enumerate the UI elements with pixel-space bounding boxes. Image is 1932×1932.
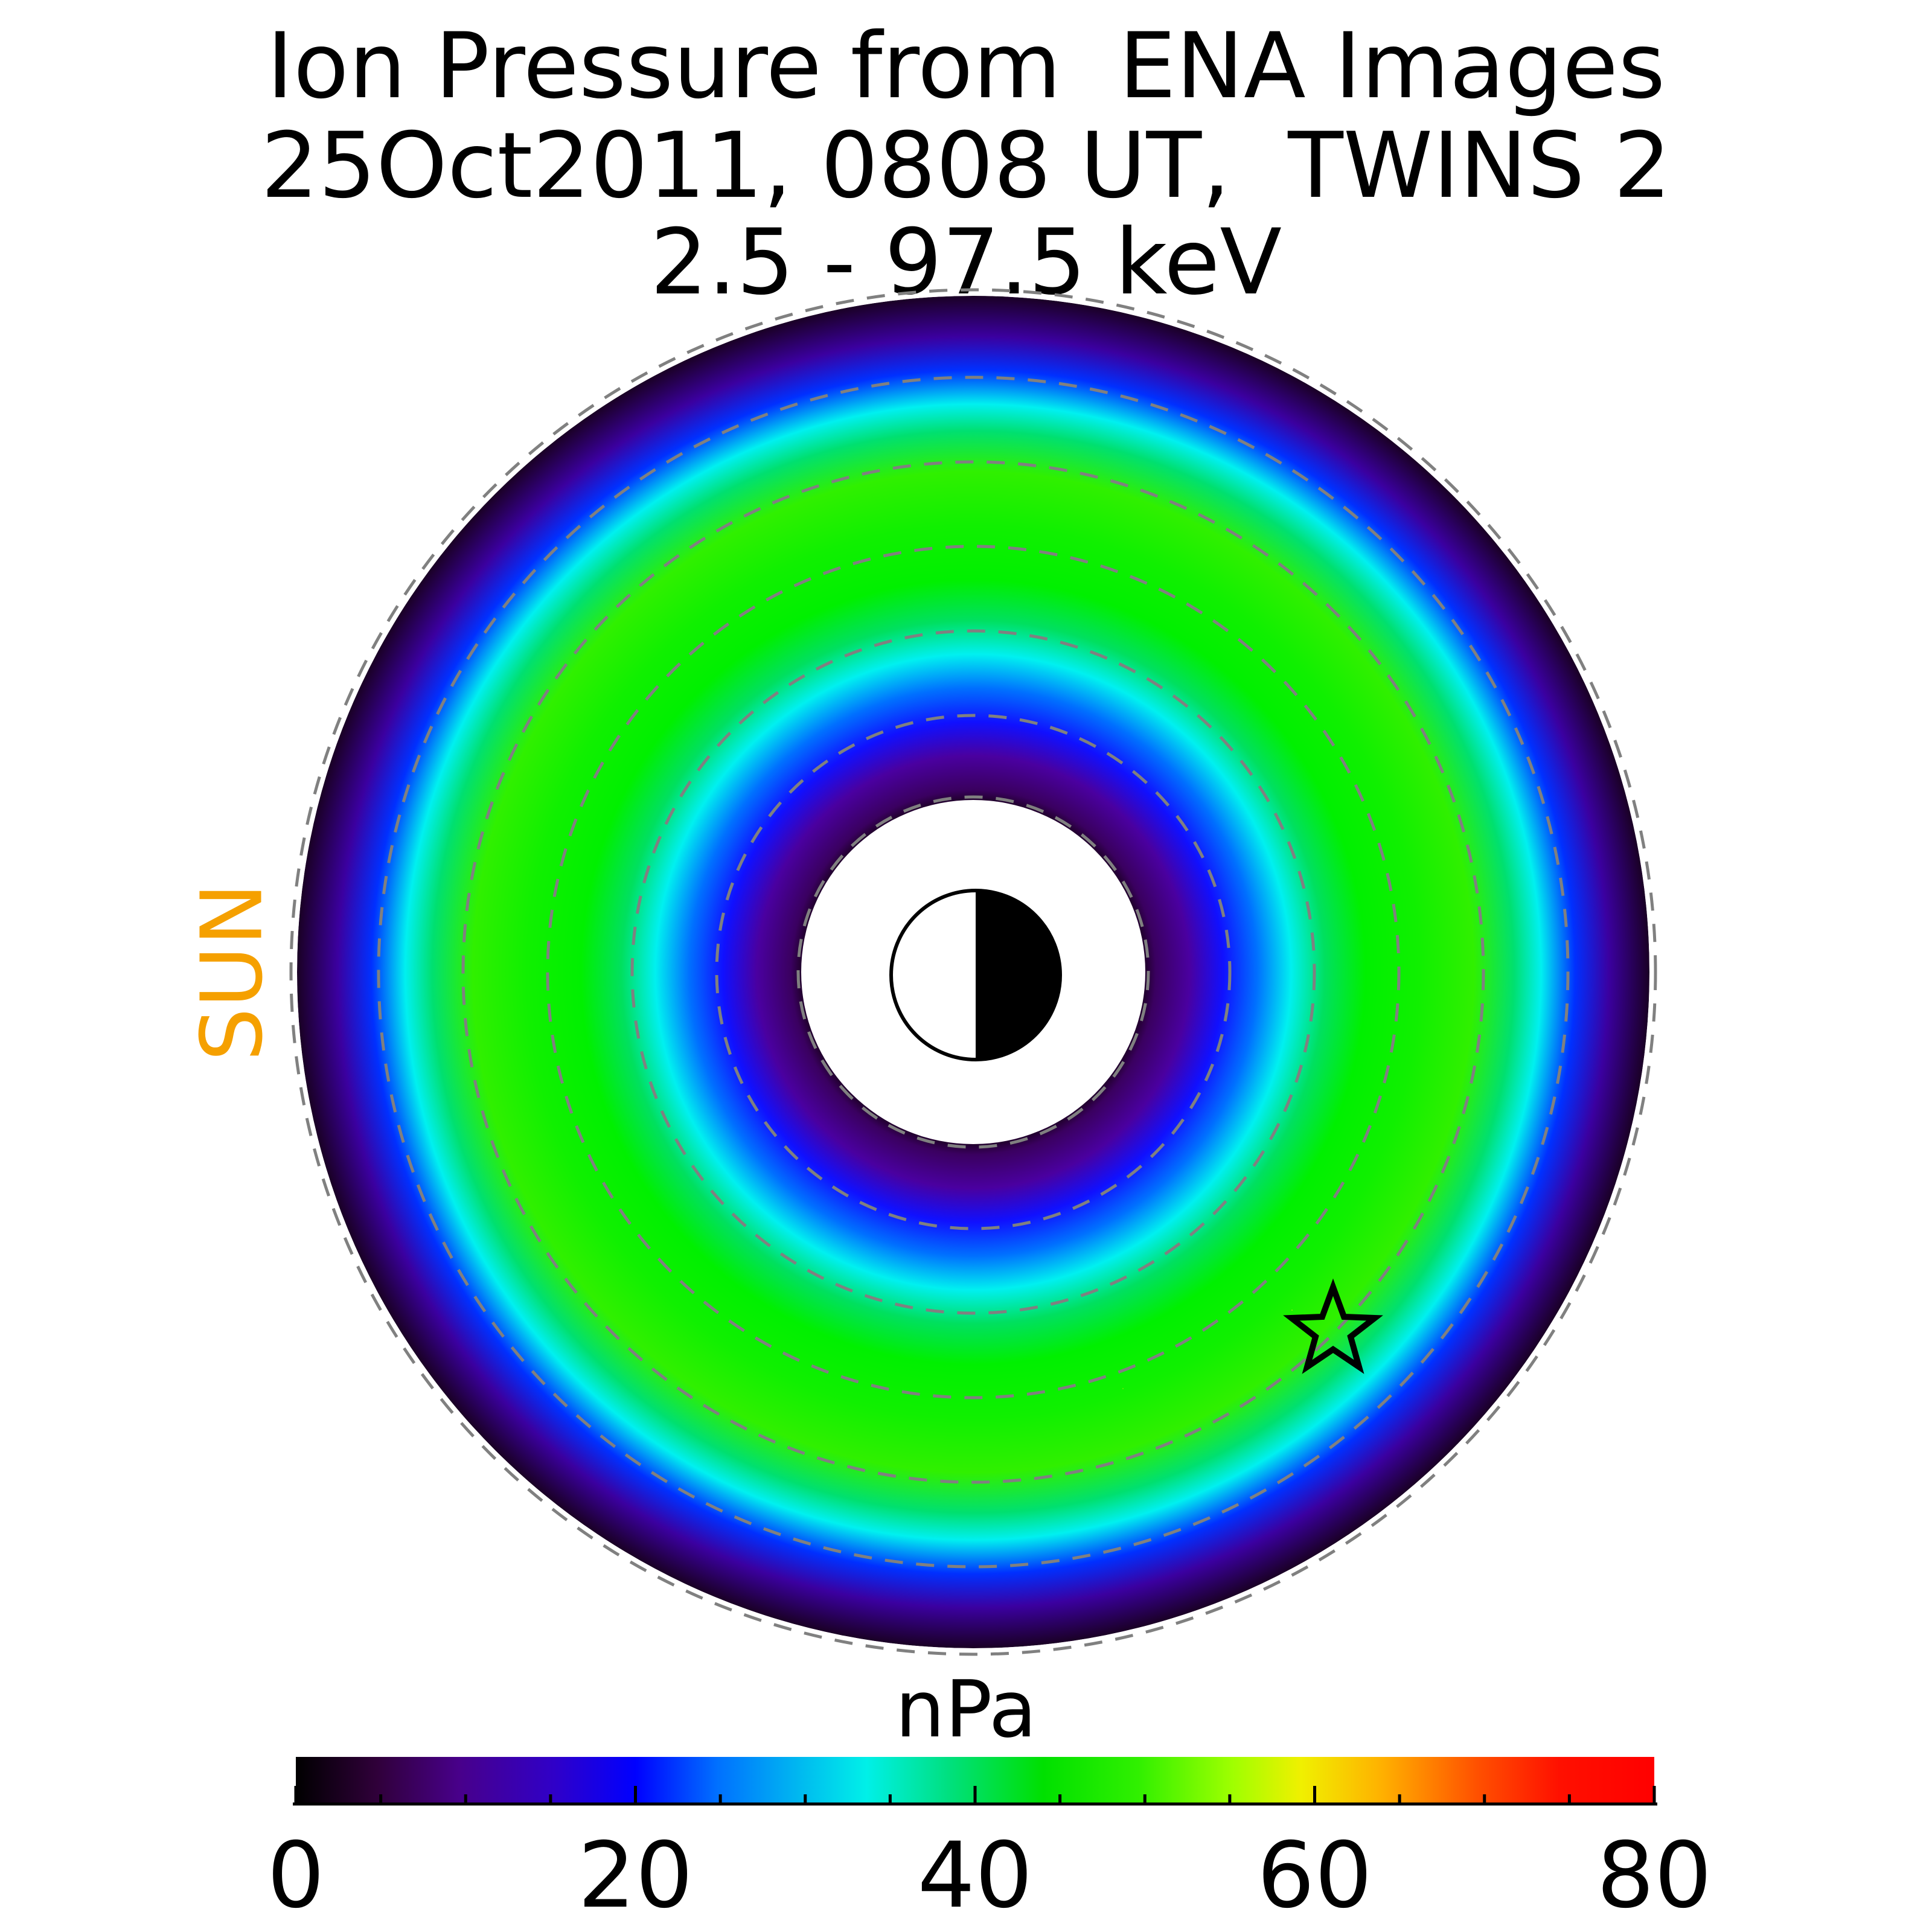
dashed-ring-6	[377, 376, 1570, 1569]
peak-star-marker	[1283, 1278, 1383, 1374]
colorbar	[293, 1757, 1657, 1806]
dashed-ring-7	[289, 288, 1657, 1656]
dashed-ring-4	[546, 545, 1401, 1399]
dashed-range-rings	[289, 288, 1657, 1656]
chart-title-line-1: Ion Pressure from ENA Images	[266, 14, 1666, 119]
colorbar-tick-label: 60	[1257, 1823, 1372, 1928]
colorbar-tick-label: 20	[578, 1823, 693, 1928]
pressure-map	[289, 288, 1657, 1656]
dashed-ring-5	[461, 460, 1485, 1484]
dashed-ring-2	[715, 714, 1232, 1230]
pressure-enhancement-arc-2	[883, 1278, 1363, 1499]
colorbar-tick-label: 40	[917, 1823, 1033, 1928]
colorbar-unit-label: nPa	[895, 1663, 1037, 1755]
dashed-ring-1	[796, 795, 1150, 1149]
dashed-ring-3	[630, 629, 1316, 1315]
colorbar-tick-label: 0	[267, 1823, 325, 1928]
chart-title-line-2: 25Oct2011, 0808 UT, TWINS 2	[261, 114, 1671, 219]
earth-icon	[889, 889, 1062, 1061]
colorbar-tick-label: 80	[1596, 1823, 1712, 1928]
chart-title-line-3: 2.5 - 97.5 keV	[650, 210, 1282, 315]
